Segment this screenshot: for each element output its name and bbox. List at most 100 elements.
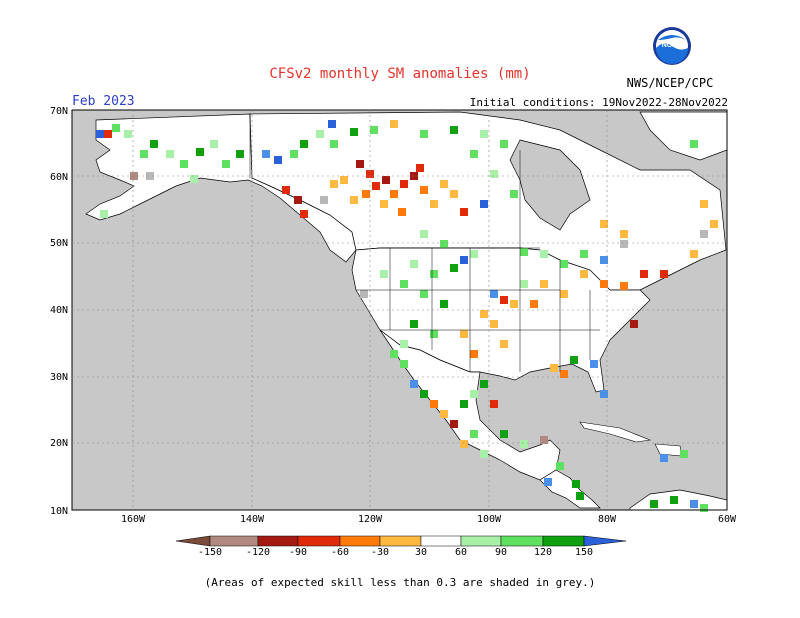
anomaly-cell [460, 440, 468, 448]
colorbar-tick: 90 [495, 547, 507, 558]
anomaly-cell [520, 280, 528, 288]
anomaly-cell [560, 290, 568, 298]
anomaly-cell [430, 200, 438, 208]
anomaly-cell [416, 164, 424, 172]
anomaly-cell [410, 380, 418, 388]
anomaly-cell [460, 400, 468, 408]
anomaly-cell [540, 280, 548, 288]
anomaly-cell [290, 150, 298, 158]
anomaly-cell [460, 330, 468, 338]
colorbar-segment [460, 535, 502, 547]
anomaly-cell [382, 176, 390, 184]
colorbar-tick: 150 [575, 547, 593, 558]
anomaly-cell [450, 126, 458, 134]
colorbar-segment [379, 535, 422, 547]
anomaly-cell [480, 200, 488, 208]
anomaly-cell [398, 208, 406, 216]
anomaly-cell [362, 190, 370, 198]
anomaly-cell [630, 320, 638, 328]
lon-label: 60W [718, 514, 737, 525]
anomaly-cell [440, 410, 448, 418]
anomaly-cell [390, 120, 398, 128]
anomaly-cell [320, 196, 328, 204]
anomaly-cell [620, 230, 628, 238]
cuba-land [579, 421, 652, 443]
anomaly-cell [340, 176, 348, 184]
anomaly-cell [570, 356, 578, 364]
anomaly-cell [300, 140, 308, 148]
anomaly-cell [380, 270, 388, 278]
anomaly-cell [420, 186, 428, 194]
anomaly-cell [460, 208, 468, 216]
anomaly-cell [510, 300, 518, 308]
anomaly-cell [680, 450, 688, 458]
anomaly-cell [400, 360, 408, 368]
anomaly-cell [282, 186, 290, 194]
lat-label: 50N [50, 238, 68, 249]
anomaly-cell [460, 256, 468, 264]
svg-text:NOAA: NOAA [662, 42, 683, 49]
anomaly-cell [328, 120, 336, 128]
anomaly-cell [544, 478, 552, 486]
colorbar-tick: 120 [534, 547, 552, 558]
anomaly-cell [470, 390, 478, 398]
anomaly-cell [490, 320, 498, 328]
anomaly-cell [470, 350, 478, 358]
anomaly-cell [700, 230, 708, 238]
anomaly-cell [500, 340, 508, 348]
anomaly-cell [500, 296, 508, 304]
anomaly-cell [366, 170, 374, 178]
anomaly-cell [180, 160, 188, 168]
anomaly-cell [400, 280, 408, 288]
anomaly-cell [274, 156, 282, 164]
anomaly-cell [520, 440, 528, 448]
anomaly-cell [660, 270, 668, 278]
lon-label: 120W [358, 514, 383, 525]
anomaly-cell [390, 350, 398, 358]
colorbar-segment [500, 535, 544, 547]
anomaly-cell [356, 160, 364, 168]
anomaly-cell [440, 180, 448, 188]
anomaly-cell [660, 454, 668, 462]
hudson-bay [509, 139, 591, 231]
anomaly-cell [520, 248, 528, 256]
anomaly-cell [690, 500, 698, 508]
anomaly-cell [700, 504, 708, 512]
colorbar-arrow-left [175, 535, 211, 547]
anomaly-cell [700, 200, 708, 208]
anomaly-cell [450, 264, 458, 272]
anomaly-cell [150, 140, 158, 148]
colorbar-tick: -90 [289, 547, 307, 558]
colorbar-tick: -60 [331, 547, 349, 558]
anomaly-cell [410, 260, 418, 268]
anomaly-cell [300, 210, 308, 218]
anomaly-cell [166, 150, 174, 158]
anomaly-cell [262, 150, 270, 158]
anomaly-cell [540, 250, 548, 258]
anomaly-cell [104, 130, 112, 138]
anomaly-cell [236, 150, 244, 158]
boundaries [249, 114, 600, 372]
anomaly-cell [430, 270, 438, 278]
colorbar-segment [297, 535, 341, 547]
anomaly-cell [600, 256, 608, 264]
colorbar-segment [339, 535, 381, 547]
anomaly-cell [590, 360, 598, 368]
lon-label: 100W [477, 514, 502, 525]
anomaly-cell [294, 196, 302, 204]
anomaly-cell [556, 462, 564, 470]
anomaly-cell [650, 500, 658, 508]
anomaly-cell [600, 220, 608, 228]
anomaly-cell [470, 150, 478, 158]
anomaly-cell [360, 290, 368, 298]
anomaly-cell [540, 436, 548, 444]
initial-conditions: Initial conditions: 19Nov2022-28Nov2022 [469, 96, 728, 109]
anomaly-cell [600, 280, 608, 288]
colorbar-segment [420, 535, 462, 547]
anomaly-cell [146, 172, 154, 180]
colorbar-tick: -30 [371, 547, 389, 558]
anomaly-cell [620, 240, 628, 248]
colorbar-segment [257, 535, 299, 547]
